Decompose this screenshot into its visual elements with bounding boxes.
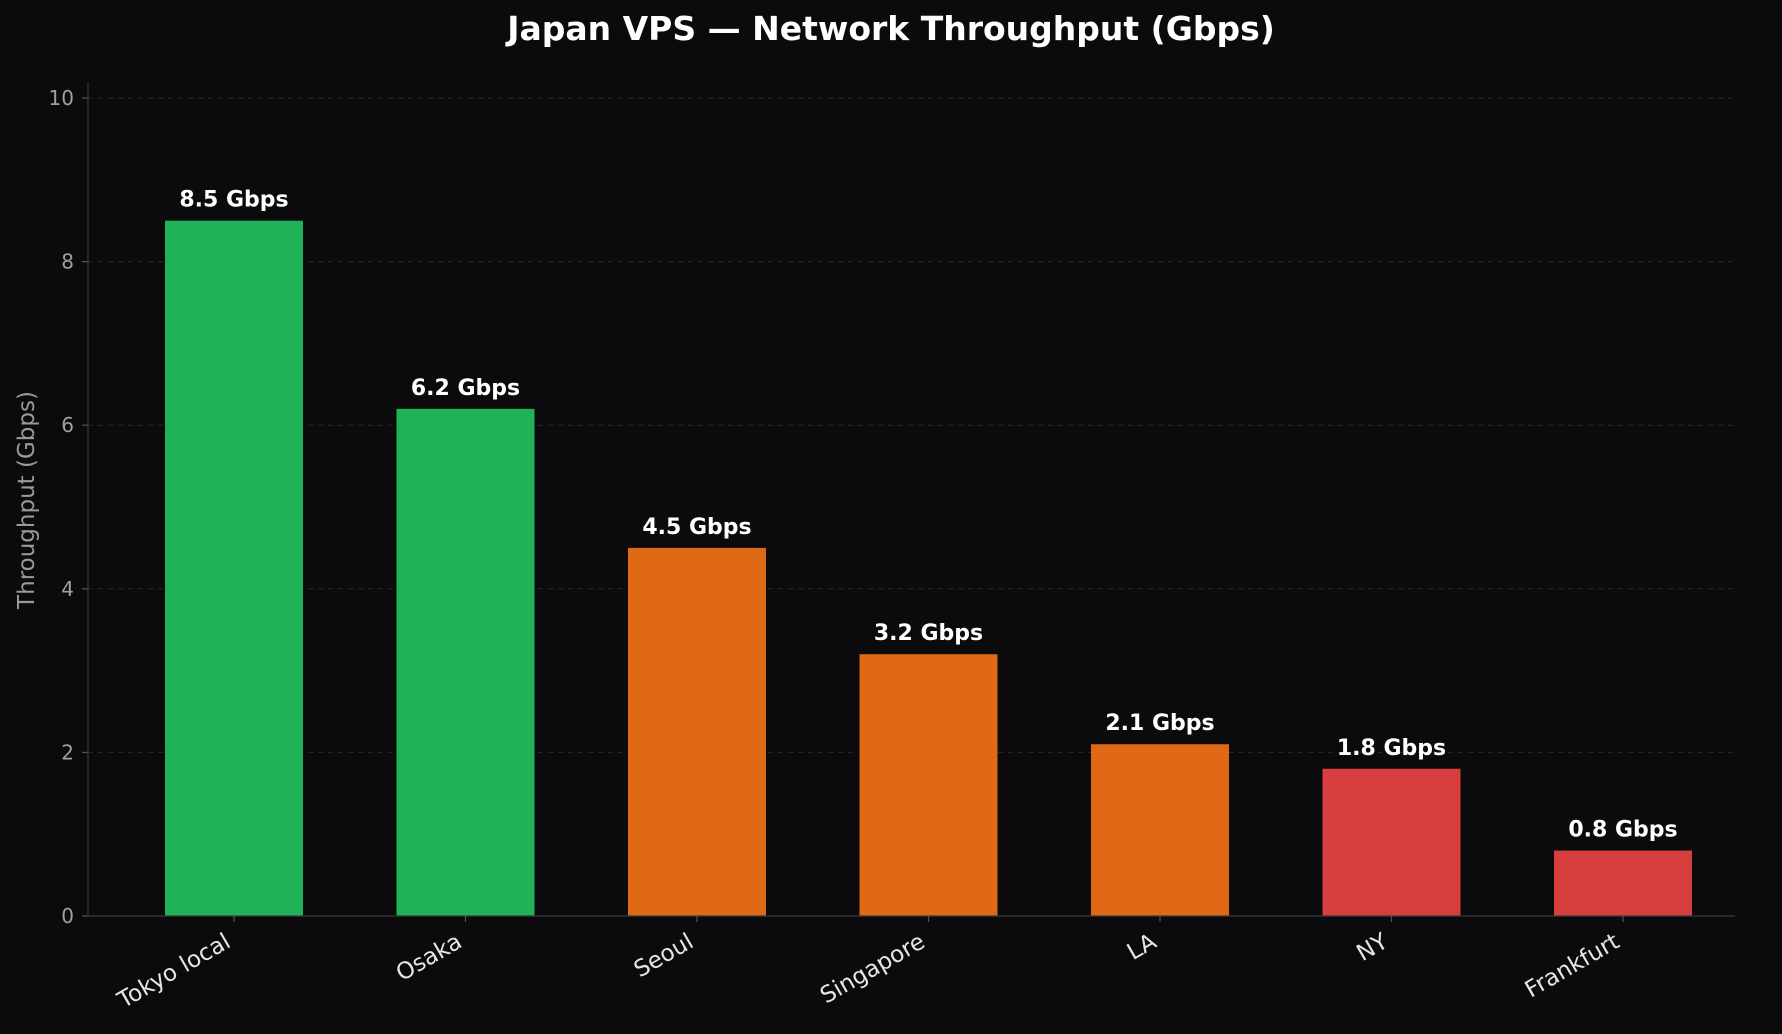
data-label: 2.1 Gbps <box>1105 711 1214 736</box>
data-labels-layer: 8.5 Gbps 6.2 Gbps 4.5 Gbps 3.2 Gbps 2.1 Gbps… <box>179 188 1677 843</box>
chart-title: Japan VPS — Network Throughput (Gbps) <box>505 9 1275 48</box>
bar <box>859 654 998 916</box>
y-tick-label: 0 <box>61 904 74 928</box>
grid-layer <box>88 97 1735 753</box>
y-tick-label: 2 <box>61 740 74 764</box>
bar <box>628 547 766 916</box>
x-tick-label: Seoul <box>630 929 698 983</box>
bar <box>1322 768 1461 916</box>
bar <box>165 220 303 916</box>
x-tick-label: NY <box>1352 928 1393 967</box>
data-label: 8.5 Gbps <box>179 188 288 213</box>
bar <box>1091 744 1229 916</box>
x-tick-label: Singapore <box>816 929 929 1010</box>
x-tick-label: Frankfurt <box>1521 929 1624 1004</box>
y-tick-label: 6 <box>61 413 74 437</box>
data-label: 0.8 Gbps <box>1568 818 1677 843</box>
y-tick-label: 8 <box>61 250 74 274</box>
bars-layer <box>165 220 1692 916</box>
x-tick-label: Osaka <box>392 929 467 987</box>
x-tick-label: Tokyo local <box>113 929 235 1015</box>
data-label: 1.8 Gbps <box>1337 736 1446 761</box>
bar <box>1554 850 1692 916</box>
y-tick-label: 4 <box>61 577 74 601</box>
x-tick-label: LA <box>1123 929 1161 966</box>
data-label: 4.5 Gbps <box>642 515 751 540</box>
data-label: 6.2 Gbps <box>411 376 520 401</box>
y-axis-label: Throughput (Gbps) <box>14 391 40 610</box>
data-label: 3.2 Gbps <box>874 621 983 646</box>
y-tick-label: 10 <box>49 86 74 110</box>
bar <box>396 408 535 916</box>
